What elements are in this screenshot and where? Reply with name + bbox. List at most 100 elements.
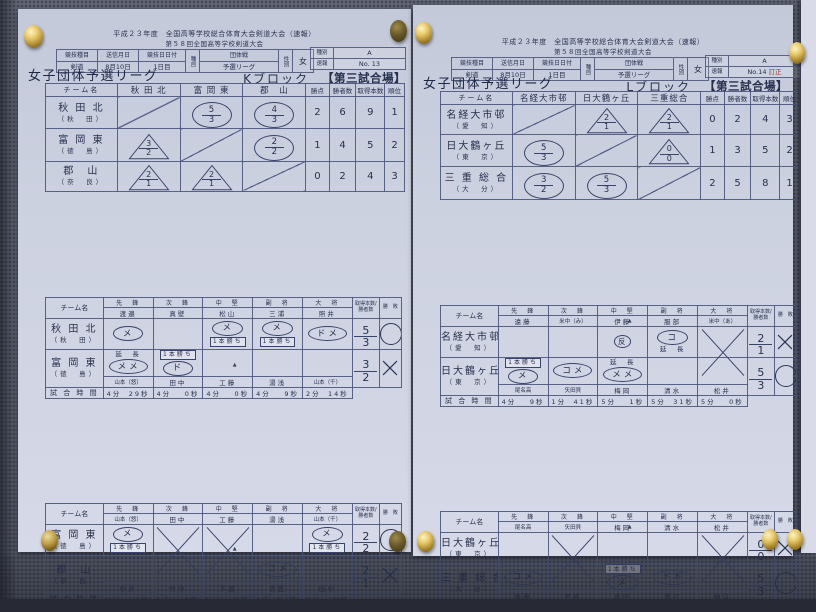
report-label: 種別: [311, 48, 334, 58]
info-value: 女: [694, 64, 702, 74]
mark-cell: コメ: [547, 356, 599, 385]
team-name-cell: 名経大市邨 （愛 知）: [440, 325, 499, 358]
board-edge-shadow: [0, 0, 17, 612]
point-marks: 反: [613, 335, 632, 349]
result-sheet-l-block: 平成２３年度 全国高等学校総合体育大会剣道大会（速報） 第５８回全国高等学校剣道…: [413, 5, 801, 612]
venue-label: 【第三試合場】: [322, 71, 406, 85]
triangle-outline: [648, 139, 690, 165]
info-label: 送信月日: [98, 50, 138, 62]
stat-cell: 1: [700, 133, 725, 168]
team-name-cell: 富 岡 東（徳 島）: [45, 128, 118, 162]
representative-marker: ▲: [627, 317, 632, 324]
column-header-team-name: チーム名: [45, 83, 118, 97]
match-detail-table: チーム名先 鋒次 鋒中 堅副 将大 将取得本数/勝者数勝 敗山本（悠） 田中 工藤湯…: [45, 502, 403, 606]
info-label: 性別: [677, 63, 684, 75]
league-result-cell: [637, 166, 702, 200]
team-name-cell: 秋 田 北（秋 田）: [45, 317, 104, 350]
player-name: 清水: [647, 383, 698, 396]
player-name: 照井: [301, 306, 353, 319]
stat-cell: 5: [723, 166, 752, 200]
point-marks: コメ: [553, 363, 593, 379]
representative-marker: ▲: [232, 545, 237, 552]
player-name: 尾名高: [497, 383, 549, 396]
column-header-stat: 取得本数: [355, 83, 386, 97]
win-loss-cell: [773, 325, 798, 358]
win-note: 1本勝ち: [160, 350, 196, 360]
stat-cell: 5: [355, 128, 386, 162]
push-pin: [41, 530, 58, 551]
adjacent-sheet-edge: [801, 0, 816, 553]
win-note: 1本勝ち: [259, 336, 296, 347]
point-marks: メメ: [603, 367, 643, 383]
score-column-header: 取得本数/勝者数: [351, 296, 380, 319]
column-header-stat: 順位: [384, 83, 405, 97]
mark-cell: メ 1本勝ち: [102, 523, 154, 557]
win-note: 延 長: [115, 350, 141, 359]
mark-cell: [202, 348, 254, 377]
stat-cell: 4: [750, 104, 781, 135]
column-header-opponent: 郡 山: [242, 83, 307, 97]
position-header: 中 堅: [202, 296, 254, 308]
info-label: 性別: [282, 55, 289, 67]
team-name-cell: 日大鶴ヶ丘 （東 京）: [440, 133, 513, 168]
position-header: 次 鋒: [547, 304, 599, 316]
mark-cell: [497, 531, 549, 565]
match-time: 2分 14秒: [301, 386, 353, 399]
position-header: 次 鋒: [152, 296, 204, 308]
match-time: 5分 31秒: [647, 394, 698, 407]
mark-cell: [152, 523, 204, 557]
point-marks: メ: [262, 320, 293, 336]
player-name: 山本（千）: [301, 512, 353, 525]
column-header-opponent: 富 岡 東: [179, 83, 244, 97]
score-fraction: 00: [748, 533, 773, 563]
report-value: No. 13: [358, 60, 381, 68]
push-pin: [417, 531, 434, 552]
mark-cell: [647, 531, 698, 565]
stat-cell: 0: [305, 160, 330, 192]
column-header-opponent: 秋 田 北: [116, 83, 181, 97]
win-note: 延 長: [609, 358, 636, 367]
league-standings-table: チーム名 名経大市邨 日大鶴ヶ丘 三重総合 勝点 勝者数 取得本数 順位 名経大市邨 （愛 知） 2…: [440, 91, 800, 200]
info-value: 剣道: [465, 71, 479, 79]
win-note: 1本勝ち: [309, 542, 346, 553]
team-name-cell: 富 岡 東（徳 島）: [45, 348, 104, 388]
tournament-subtitle: 第５８回全国高等学校剣道大会: [554, 48, 652, 56]
stat-cell: 8: [750, 166, 781, 200]
mark-cell: [597, 531, 649, 565]
loss-x-mark: [778, 334, 793, 350]
mark-cell: [301, 348, 353, 377]
stat-cell: 3: [723, 133, 752, 168]
report-label: 種別: [706, 56, 729, 66]
report-value: No.14 訂正: [747, 68, 782, 76]
win-loss-cell: [378, 317, 403, 350]
position-header: 次 鋒: [152, 502, 204, 514]
column-header-stat: 勝者数: [723, 91, 752, 105]
league-table: チーム名秋 田 北富 岡 東郡 山勝点 勝者数 取得本数 順位秋 田 北（秋 田） 5 3…: [45, 83, 405, 192]
column-header-team-name: チーム名: [45, 296, 104, 319]
tournament-title: 平成２３年度 全国高等学校総合体育大会剣道大会（速報）: [501, 38, 705, 46]
win-note: 1本勝ち: [505, 358, 541, 368]
triangle-outline: [190, 164, 233, 191]
column-header-stat: 勝点: [700, 91, 725, 105]
team-name-cell: 日大鶴ヶ丘 （東 京）: [440, 356, 499, 396]
mark-cell: [252, 523, 303, 557]
player-name: 山本（千）: [301, 375, 353, 388]
league-result-cell: [511, 104, 576, 135]
info-label: 競技日日付: [534, 58, 580, 70]
league-section-title: 女子団体予選リーグ: [423, 77, 554, 92]
position-header: 副 将: [647, 304, 698, 316]
mark-cell: メ: [102, 317, 154, 350]
match-time-label: 試 合 時 間: [45, 386, 104, 399]
league-result-cell: [574, 133, 639, 168]
match-time: 4分 29秒: [102, 386, 154, 399]
